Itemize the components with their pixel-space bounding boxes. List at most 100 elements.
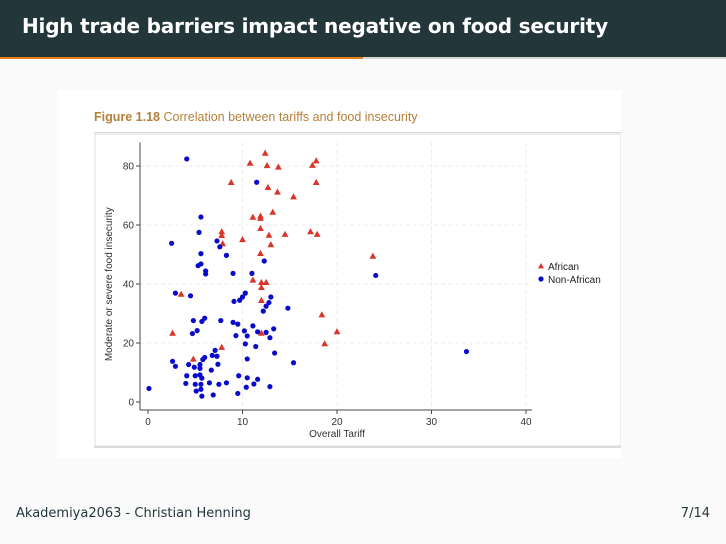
figure-caption: Figure 1.18 Correlation between tariffs … bbox=[94, 110, 418, 124]
non-african-point bbox=[193, 388, 199, 394]
african-point bbox=[249, 213, 257, 220]
african-point bbox=[261, 149, 269, 156]
x-tick-label: 10 bbox=[237, 417, 249, 428]
non-african-point bbox=[261, 258, 267, 264]
non-african-point bbox=[169, 358, 176, 364]
african-point bbox=[189, 355, 197, 362]
african-point bbox=[227, 178, 235, 185]
x-tick-label: 0 bbox=[145, 417, 151, 428]
african-point bbox=[269, 208, 277, 215]
african-point bbox=[265, 231, 273, 238]
african-point bbox=[274, 188, 281, 195]
non-african-point bbox=[197, 361, 203, 368]
non-african-point bbox=[260, 308, 266, 314]
non-african-point bbox=[172, 290, 179, 296]
non-african-point bbox=[184, 156, 190, 162]
african-point bbox=[258, 278, 265, 285]
non-african-point bbox=[244, 375, 250, 381]
african-point bbox=[369, 252, 377, 259]
non-african-point bbox=[231, 298, 237, 305]
non-african-point bbox=[203, 271, 209, 277]
non-african-point bbox=[223, 252, 230, 258]
african-point bbox=[257, 249, 264, 257]
non-african-point bbox=[285, 305, 291, 311]
non-african-point bbox=[271, 326, 277, 332]
footer-author: Akademiya2063 - Christian Henning bbox=[16, 506, 251, 521]
african-point bbox=[218, 228, 226, 235]
non-african-point bbox=[206, 380, 213, 386]
y-tick-label: 60 bbox=[123, 221, 135, 232]
non-african-point bbox=[242, 290, 248, 296]
non-african-point bbox=[172, 363, 179, 369]
non-african-point bbox=[244, 356, 250, 362]
non-african-point bbox=[266, 299, 272, 306]
figure-divider bbox=[94, 132, 621, 133]
scatter-chart: 0 20 40 60 80 0 10 20 30 40 Overall Tariff Modera… bbox=[94, 133, 621, 447]
y-tick-label: 40 bbox=[123, 280, 135, 291]
y-tick-label: 80 bbox=[123, 162, 135, 173]
african-point bbox=[218, 343, 226, 350]
non-african-point bbox=[268, 294, 274, 300]
non-african-point bbox=[194, 328, 200, 334]
non-african-point bbox=[263, 303, 269, 309]
non-african-point bbox=[255, 376, 261, 382]
non-african-point bbox=[212, 347, 218, 353]
non-african-point bbox=[198, 381, 204, 387]
non-african-point bbox=[272, 350, 278, 356]
non-african-point bbox=[230, 270, 236, 276]
non-african-point bbox=[250, 323, 256, 329]
non-african-point bbox=[184, 373, 190, 379]
non-african-point bbox=[263, 329, 269, 335]
non-african-point bbox=[189, 330, 196, 337]
legend-non-african-label: Non-African bbox=[548, 275, 601, 286]
slide-title: High trade barriers impact negative on f… bbox=[22, 14, 608, 38]
non-african-point bbox=[198, 251, 204, 257]
african-point bbox=[258, 283, 265, 290]
african-point bbox=[258, 296, 265, 303]
non-african-point bbox=[223, 380, 230, 386]
african-point bbox=[218, 231, 226, 239]
non-african-point bbox=[209, 352, 215, 358]
african-point bbox=[264, 183, 272, 190]
figure-panel: Figure 1.18 Correlation between tariffs … bbox=[57, 90, 621, 458]
non-african-point bbox=[243, 384, 249, 390]
african-point bbox=[257, 214, 264, 221]
non-african-point bbox=[208, 367, 214, 373]
axes: 0 20 40 60 80 0 10 20 30 40 bbox=[123, 142, 532, 428]
non-african-point bbox=[267, 335, 273, 341]
non-african-point bbox=[255, 329, 261, 335]
x-axis-label: Overall Tariff bbox=[309, 429, 365, 440]
legend-non-african-marker bbox=[538, 276, 544, 282]
legend-african-marker bbox=[538, 263, 544, 269]
non-african-point bbox=[199, 318, 205, 325]
non-african-point bbox=[199, 393, 205, 399]
non-african-point bbox=[210, 392, 216, 398]
african-point bbox=[312, 157, 320, 164]
african-point bbox=[313, 230, 321, 237]
non-african-point bbox=[196, 229, 202, 235]
african-point bbox=[312, 178, 320, 185]
figure-number: Figure 1.18 bbox=[94, 110, 160, 124]
african-point bbox=[267, 241, 275, 248]
non-african-point bbox=[254, 179, 260, 185]
non-african-point bbox=[186, 361, 192, 368]
non-african-point bbox=[197, 365, 203, 371]
african-point bbox=[249, 276, 257, 283]
non-african-point bbox=[235, 321, 241, 327]
non-african-point bbox=[214, 353, 220, 359]
legend-african-label: African bbox=[548, 262, 579, 273]
non-african-point bbox=[169, 240, 175, 246]
non-african-point bbox=[216, 381, 222, 387]
african-point bbox=[290, 193, 297, 200]
non-african-point bbox=[290, 360, 297, 366]
non-african-point bbox=[198, 386, 204, 392]
y-tick-label: 20 bbox=[123, 339, 135, 350]
x-tick-label: 20 bbox=[331, 417, 343, 428]
non-african-point bbox=[192, 381, 198, 387]
african-point bbox=[321, 340, 329, 347]
data-points bbox=[146, 149, 470, 399]
slide-progress-fill bbox=[0, 57, 363, 59]
grid-lines bbox=[140, 142, 532, 408]
african-point bbox=[275, 163, 282, 170]
y-axis-label: Moderate or severe food insecurity bbox=[104, 207, 115, 361]
